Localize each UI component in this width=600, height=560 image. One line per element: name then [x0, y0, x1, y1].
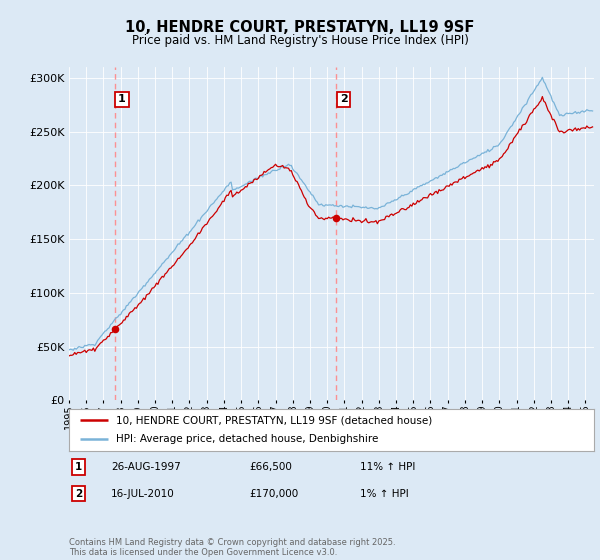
Text: Contains HM Land Registry data © Crown copyright and database right 2025.
This d: Contains HM Land Registry data © Crown c…	[69, 538, 395, 557]
Point	[110, 324, 119, 333]
Text: £170,000: £170,000	[249, 489, 298, 499]
Text: 10, HENDRE COURT, PRESTATYN, LL19 9SF: 10, HENDRE COURT, PRESTATYN, LL19 9SF	[125, 20, 475, 35]
Text: 11% ↑ HPI: 11% ↑ HPI	[360, 462, 415, 472]
Text: 10, HENDRE COURT, PRESTATYN, LL19 9SF (detached house): 10, HENDRE COURT, PRESTATYN, LL19 9SF (d…	[116, 415, 433, 425]
Text: 2: 2	[75, 489, 82, 499]
Text: 1: 1	[75, 462, 82, 472]
Text: £66,500: £66,500	[249, 462, 292, 472]
Text: 26-AUG-1997: 26-AUG-1997	[111, 462, 181, 472]
Text: 2: 2	[340, 95, 347, 105]
Text: 1: 1	[118, 95, 126, 105]
Text: Price paid vs. HM Land Registry's House Price Index (HPI): Price paid vs. HM Land Registry's House …	[131, 34, 469, 46]
Text: 1% ↑ HPI: 1% ↑ HPI	[360, 489, 409, 499]
Text: 16-JUL-2010: 16-JUL-2010	[111, 489, 175, 499]
Point	[332, 213, 341, 222]
Text: HPI: Average price, detached house, Denbighshire: HPI: Average price, detached house, Denb…	[116, 435, 379, 445]
